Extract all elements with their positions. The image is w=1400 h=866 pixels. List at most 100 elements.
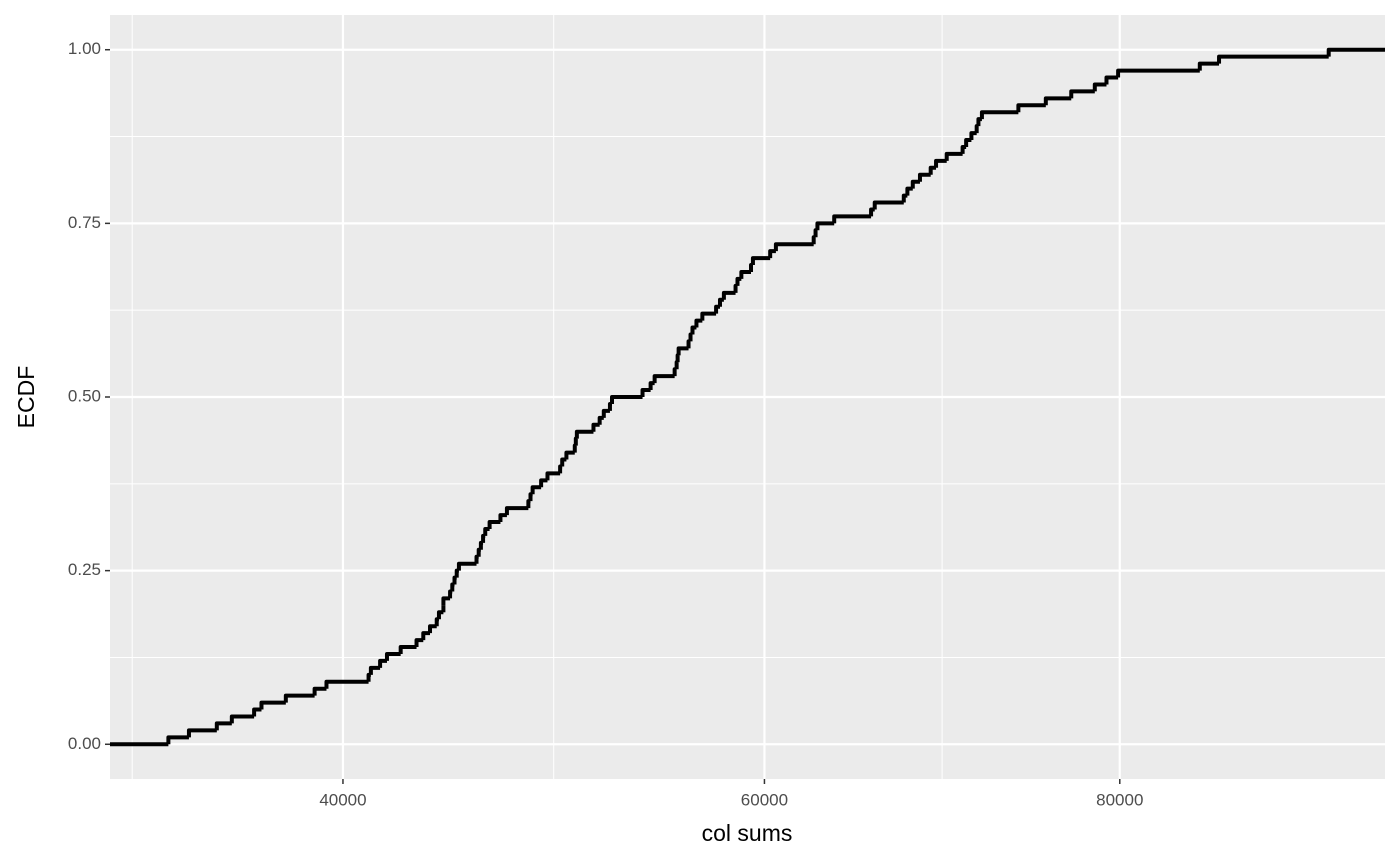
ecdf-step: [601, 408, 610, 418]
ecdf-step: [498, 513, 507, 523]
ecdf-step: [739, 269, 752, 279]
ecdf-step: [428, 624, 437, 634]
ecdf-step: [721, 290, 736, 300]
ecdf-step: [476, 547, 481, 557]
ecdf-step: [717, 297, 724, 307]
ecdf-step: [640, 388, 651, 397]
ecdf-step: [749, 263, 754, 272]
ecdf-step: [454, 568, 459, 578]
ecdf-step: [324, 679, 369, 689]
ecdf-step: [573, 436, 578, 446]
ecdf-step: [434, 617, 439, 627]
ecdf-step: [750, 256, 771, 266]
ecdf-step: [252, 707, 262, 717]
ecdf-step: [539, 478, 548, 488]
ecdf-step: [960, 144, 967, 154]
ecdf-step: [229, 714, 255, 724]
ecdf-step: [917, 172, 931, 182]
ecdf-step: [976, 117, 982, 127]
ecdf-step: [979, 110, 1019, 120]
ecdf-step: [384, 651, 401, 661]
ecdf-step: [910, 179, 920, 189]
x-tick-label: 80000: [1096, 790, 1143, 809]
ecdf-step: [398, 645, 417, 654]
ecdf-step: [283, 693, 315, 703]
ecdf-step: [1043, 96, 1072, 106]
ecdf-step: [672, 367, 677, 377]
ecdf-step: [368, 665, 381, 675]
marks: [110, 47, 1385, 747]
ecdf-step: [1016, 103, 1046, 113]
ecdf-step: [421, 631, 431, 641]
ecdf-step: [545, 471, 561, 481]
x-tick-label: 60000: [741, 790, 788, 809]
ecdf-step: [456, 561, 477, 571]
ecdf-step: [414, 638, 424, 648]
ecdf-step: [1197, 61, 1220, 71]
ecdf-step: [832, 214, 872, 224]
ecdf-step: [528, 492, 533, 502]
ecdf-step: [674, 360, 679, 370]
x-tick-label: 40000: [319, 790, 366, 809]
ecdf-step: [526, 499, 531, 509]
y-tick-label: 0.25: [68, 560, 101, 579]
ecdf-step: [773, 242, 814, 252]
ecdf-step: [733, 283, 738, 293]
ecdf-step: [487, 520, 501, 529]
ecdf-step: [478, 540, 484, 550]
ecdf-step: [815, 221, 835, 231]
ecdf-step: [700, 311, 717, 321]
ecdf-step: [166, 735, 189, 745]
ecdf-step: [1217, 54, 1329, 64]
ecdf-step: [530, 485, 542, 495]
ecdf-step: [676, 346, 689, 356]
ecdf-step: [450, 582, 455, 592]
y-tick-label: 0.00: [68, 734, 101, 753]
ecdf-step: [591, 422, 600, 432]
ecdf-step: [675, 353, 680, 363]
ecdf-step: [448, 589, 453, 599]
grid: [110, 15, 1385, 779]
ecdf-step: [686, 339, 691, 349]
ecdf-step: [504, 506, 529, 516]
ecdf-step: [378, 658, 387, 668]
x-axis-title: col sums: [702, 820, 793, 846]
ecdf-step: [969, 131, 977, 141]
ecdf-step: [901, 193, 908, 203]
ecdf-step: [1326, 47, 1385, 57]
ecdf-step: [869, 207, 875, 217]
ecdf-step: [688, 332, 693, 342]
ecdf-step: [564, 450, 575, 460]
ecdf-step: [610, 395, 643, 404]
ecdf-step: [1092, 82, 1107, 92]
ecdf-step: [607, 401, 612, 411]
ecdf-step: [366, 672, 371, 682]
ecdf-step: [452, 575, 457, 585]
ecdf-step: [474, 554, 479, 564]
ecdf-step: [481, 533, 486, 543]
ecdf-step: [872, 200, 904, 210]
ecdf-step: [934, 158, 947, 168]
ecdf-step: [259, 700, 286, 710]
y-tick-label: 0.50: [68, 386, 101, 405]
ecdf-step: [974, 124, 979, 134]
y-tick-label: 0.75: [68, 213, 101, 232]
ecdf-step: [441, 596, 451, 606]
y-axis-title: ECDF: [13, 366, 39, 429]
ecdf-step: [572, 443, 577, 453]
ecdf-step: [1104, 75, 1119, 85]
ecdf-step: [813, 228, 818, 238]
ecdf-step: [574, 429, 594, 439]
ecdf-step: [186, 728, 217, 738]
ecdf-step: [1116, 68, 1200, 78]
ecdf-step: [811, 235, 816, 245]
y-tick-label: 1.00: [68, 39, 101, 58]
ecdf-step: [483, 526, 490, 536]
ecdf-step: [1069, 89, 1095, 99]
ecdf-step: [214, 721, 232, 731]
ecdf-step: [312, 686, 327, 696]
ecdf-step: [944, 151, 963, 161]
ecdf-step: [558, 464, 563, 474]
ecdf-step: [652, 374, 675, 384]
